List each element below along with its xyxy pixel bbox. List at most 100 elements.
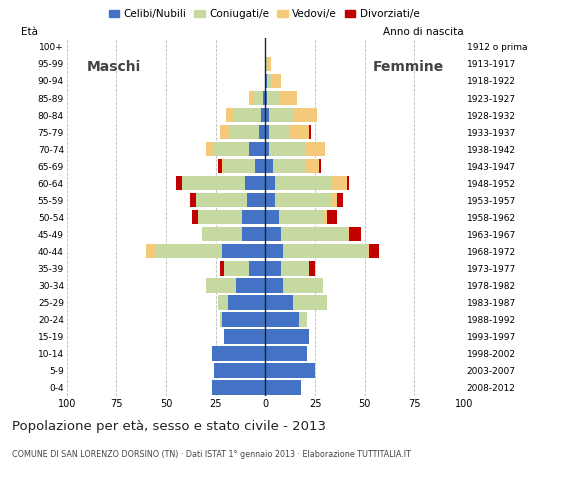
Bar: [266, 159, 273, 173]
Bar: [266, 193, 275, 207]
Bar: [309, 261, 315, 276]
Bar: [349, 227, 361, 241]
Bar: [293, 108, 317, 122]
Bar: [262, 108, 266, 122]
Bar: [289, 125, 309, 139]
Bar: [267, 57, 271, 71]
Bar: [218, 295, 227, 310]
Bar: [224, 159, 255, 173]
Legend: Celibi/Nubili, Coniugati/e, Vedovi/e, Divorziati/e: Celibi/Nubili, Coniugati/e, Vedovi/e, Di…: [104, 5, 423, 24]
Bar: [331, 193, 337, 207]
Bar: [305, 159, 319, 173]
Bar: [266, 108, 269, 122]
Bar: [266, 74, 267, 88]
Bar: [192, 210, 198, 225]
Bar: [281, 227, 347, 241]
Bar: [267, 91, 279, 105]
Bar: [222, 312, 266, 326]
Text: Femmine: Femmine: [373, 60, 444, 74]
Bar: [266, 142, 269, 156]
Bar: [273, 159, 305, 173]
Bar: [222, 159, 224, 173]
Bar: [202, 227, 241, 241]
Bar: [227, 295, 266, 310]
Text: Età: Età: [21, 26, 38, 36]
Bar: [266, 346, 307, 360]
Bar: [224, 261, 249, 276]
Bar: [281, 261, 309, 276]
Bar: [224, 329, 266, 344]
Bar: [269, 125, 289, 139]
Bar: [253, 91, 263, 105]
Bar: [206, 278, 235, 292]
Bar: [249, 91, 253, 105]
Bar: [266, 261, 281, 276]
Bar: [241, 227, 266, 241]
Bar: [266, 125, 269, 139]
Text: Popolazione per età, sesso e stato civile - 2013: Popolazione per età, sesso e stato civil…: [12, 420, 325, 433]
Bar: [279, 91, 297, 105]
Bar: [146, 244, 156, 259]
Bar: [266, 312, 299, 326]
Bar: [266, 363, 315, 378]
Bar: [276, 176, 331, 191]
Bar: [266, 329, 309, 344]
Bar: [293, 295, 327, 310]
Bar: [276, 193, 331, 207]
Bar: [266, 176, 275, 191]
Bar: [266, 295, 293, 310]
Bar: [235, 278, 266, 292]
Bar: [266, 244, 283, 259]
Bar: [323, 210, 327, 225]
Bar: [182, 176, 245, 191]
Bar: [198, 210, 241, 225]
Text: Maschi: Maschi: [86, 60, 141, 74]
Bar: [220, 312, 222, 326]
Bar: [319, 159, 321, 173]
Bar: [369, 244, 379, 259]
Bar: [213, 142, 249, 156]
Bar: [347, 176, 349, 191]
Bar: [367, 244, 369, 259]
Text: COMUNE DI SAN LORENZO DORSINO (TN) · Dati ISTAT 1° gennaio 2013 · Elaborazione T: COMUNE DI SAN LORENZO DORSINO (TN) · Dat…: [12, 450, 411, 459]
Bar: [245, 176, 266, 191]
Bar: [241, 210, 266, 225]
Bar: [220, 261, 224, 276]
Bar: [259, 125, 266, 139]
Bar: [299, 312, 307, 326]
Bar: [156, 244, 222, 259]
Bar: [266, 91, 267, 105]
Bar: [266, 380, 301, 395]
Bar: [255, 159, 266, 173]
Bar: [212, 380, 266, 395]
Bar: [212, 346, 266, 360]
Bar: [226, 108, 234, 122]
Bar: [309, 125, 311, 139]
Bar: [190, 193, 196, 207]
Bar: [283, 278, 323, 292]
Bar: [283, 244, 367, 259]
Bar: [271, 74, 281, 88]
Bar: [196, 193, 248, 207]
Bar: [266, 278, 283, 292]
Bar: [305, 142, 325, 156]
Bar: [230, 125, 259, 139]
Bar: [234, 108, 262, 122]
Bar: [218, 159, 222, 173]
Bar: [263, 91, 266, 105]
Bar: [248, 193, 266, 207]
Bar: [279, 210, 323, 225]
Bar: [331, 176, 347, 191]
Bar: [266, 227, 281, 241]
Bar: [266, 210, 279, 225]
Bar: [267, 74, 271, 88]
Bar: [269, 108, 293, 122]
Bar: [269, 142, 305, 156]
Bar: [213, 363, 266, 378]
Text: Anno di nascita: Anno di nascita: [383, 26, 464, 36]
Bar: [266, 57, 267, 71]
Bar: [222, 244, 266, 259]
Bar: [337, 193, 343, 207]
Bar: [327, 210, 337, 225]
Bar: [249, 261, 266, 276]
